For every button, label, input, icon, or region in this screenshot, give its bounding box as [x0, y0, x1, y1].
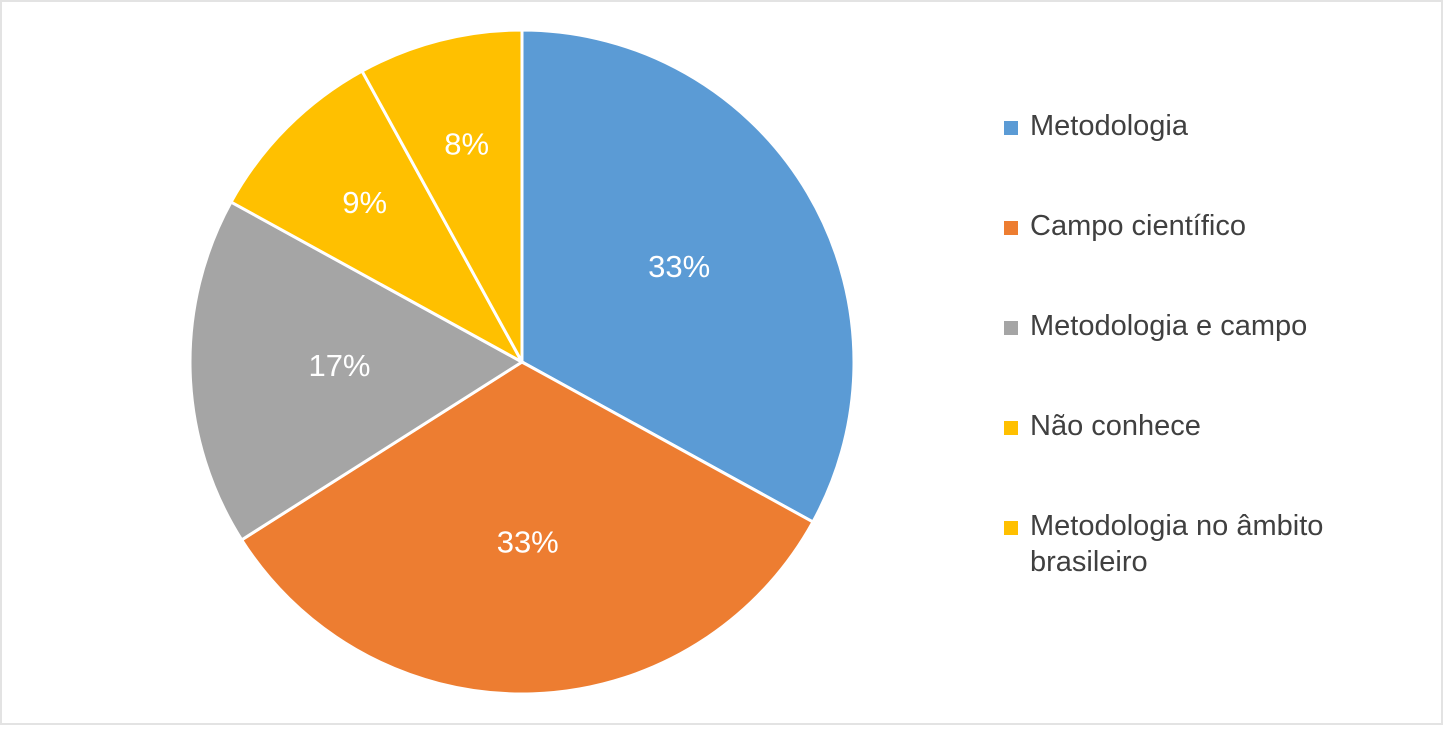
pie-slice [520, 28, 856, 524]
legend-swatch [1004, 221, 1018, 235]
legend-swatch [1004, 521, 1018, 535]
legend-label: Metodologia e campo [1030, 310, 1308, 342]
legend-item: Não conhece [1004, 408, 1360, 508]
legend-item: Metodologia [1004, 108, 1360, 208]
pie-slice [239, 360, 815, 696]
legend-swatch [1004, 421, 1018, 435]
legend-label: Não conhece [1030, 410, 1201, 442]
legend: Metodologia Campo científico Metodologia e… [1004, 108, 1404, 608]
slice-label: 17% [308, 348, 370, 383]
legend-swatch [1004, 121, 1018, 135]
slice-label: 33% [648, 249, 710, 284]
legend-item: Metodologia no âmbito brasileiro [1004, 508, 1360, 608]
pie-slice [229, 69, 526, 366]
legend-label: Metodologia [1030, 110, 1188, 142]
slice-label: 9% [342, 185, 387, 220]
pie-slice [360, 28, 524, 363]
legend-label: Campo científico [1030, 210, 1246, 242]
legend-swatch [1004, 321, 1018, 335]
legend-item: Metodologia e campo [1004, 308, 1360, 408]
slice-label: 8% [444, 127, 489, 162]
slice-label: 33% [497, 525, 559, 560]
pie-slice [188, 200, 525, 542]
legend-label: Metodologia no âmbito brasileiro [1030, 510, 1324, 578]
legend-item: Campo científico [1004, 208, 1360, 308]
